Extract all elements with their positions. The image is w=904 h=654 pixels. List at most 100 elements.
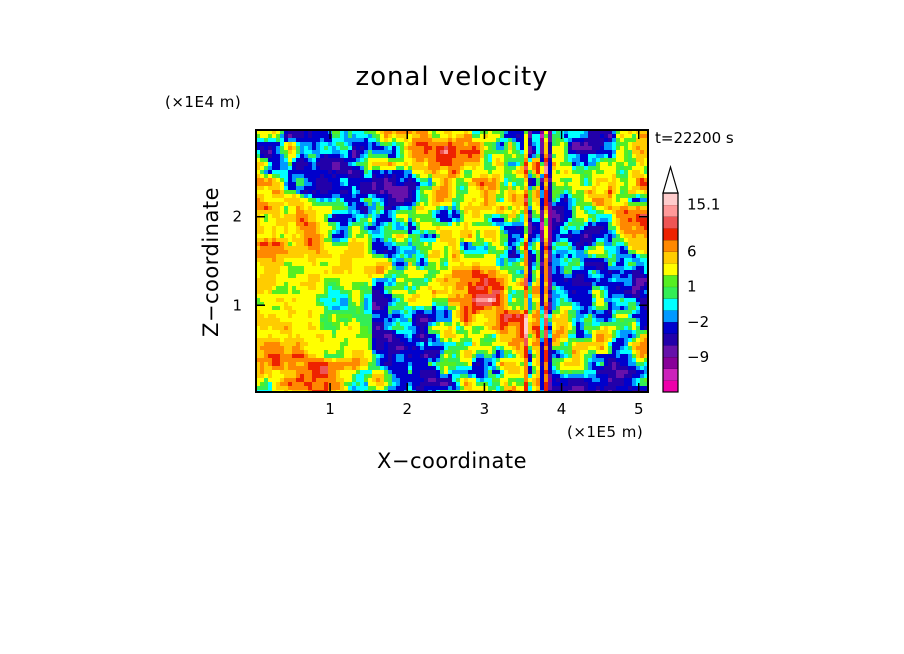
field-cell: [620, 170, 625, 175]
field-cell: [364, 246, 369, 251]
field-cell: [256, 182, 261, 187]
field-cell: [280, 274, 285, 279]
field-cell: [540, 134, 545, 139]
field-cell: [524, 162, 529, 167]
field-cell: [580, 282, 585, 287]
field-cell: [324, 222, 329, 227]
field-cell: [416, 302, 421, 307]
field-cell: [276, 214, 281, 219]
field-cell: [264, 138, 269, 143]
field-cell: [536, 274, 541, 279]
field-cell: [288, 226, 293, 231]
field-cell: [472, 190, 477, 195]
field-cell: [612, 130, 617, 135]
field-cell: [584, 202, 589, 207]
field-cell: [484, 282, 489, 287]
field-cell: [488, 150, 493, 155]
field-cell: [620, 198, 625, 203]
field-cell: [624, 230, 629, 235]
field-cell: [404, 154, 409, 159]
field-cell: [624, 130, 629, 135]
field-cell: [284, 282, 289, 287]
field-cell: [488, 234, 493, 239]
field-cell: [596, 278, 601, 283]
field-cell: [288, 286, 293, 291]
field-cell: [376, 326, 381, 331]
field-cell: [636, 290, 641, 295]
field-cell: [336, 290, 341, 295]
field-cell: [484, 242, 489, 247]
field-cell: [452, 290, 457, 295]
field-cell: [612, 322, 617, 327]
field-cell: [300, 146, 305, 151]
field-cell: [632, 262, 637, 267]
field-cell: [336, 202, 341, 207]
field-cell: [304, 130, 309, 135]
field-cell: [272, 322, 277, 327]
field-cell: [448, 314, 453, 319]
field-cell: [492, 330, 497, 335]
field-cell: [500, 314, 505, 319]
field-cell: [540, 182, 545, 187]
field-cell: [480, 218, 485, 223]
field-cell: [440, 246, 445, 251]
field-cell: [548, 138, 553, 143]
field-cell: [352, 286, 357, 291]
field-cell: [448, 222, 453, 227]
field-cell: [340, 262, 345, 267]
field-cell: [432, 254, 437, 259]
field-cell: [328, 190, 333, 195]
field-cell: [520, 326, 525, 331]
field-cell: [416, 186, 421, 191]
field-cell: [344, 186, 349, 191]
field-cell: [572, 306, 577, 311]
field-cell: [424, 182, 429, 187]
field-cell: [528, 298, 533, 303]
field-cell: [512, 242, 517, 247]
field-cell: [360, 174, 365, 179]
field-cell: [608, 138, 613, 143]
field-cell: [268, 250, 273, 255]
field-cell: [536, 178, 541, 183]
field-cell: [348, 242, 353, 247]
field-cell: [548, 234, 553, 239]
field-cell: [328, 310, 333, 315]
field-cell: [356, 282, 361, 287]
field-cell: [580, 290, 585, 295]
field-cell: [272, 138, 277, 143]
field-cell: [620, 130, 625, 135]
field-cell: [448, 206, 453, 211]
field-cell: [608, 214, 613, 219]
field-cell: [552, 306, 557, 311]
field-cell: [428, 210, 433, 215]
field-cell: [336, 330, 341, 335]
field-cell: [304, 170, 309, 175]
field-cell: [556, 214, 561, 219]
field-cell: [264, 198, 269, 203]
field-cell: [588, 294, 593, 299]
field-cell: [372, 238, 377, 243]
field-cell: [292, 262, 297, 267]
field-cell: [288, 250, 293, 255]
field-cell: [584, 178, 589, 183]
field-cell: [608, 318, 613, 323]
field-cell: [324, 138, 329, 143]
field-cell: [412, 306, 417, 311]
field-cell: [564, 290, 569, 295]
field-cell: [264, 274, 269, 279]
field-cell: [584, 278, 589, 283]
field-cell: [420, 286, 425, 291]
field-cell: [332, 166, 337, 171]
field-cell: [608, 210, 613, 215]
field-cell: [528, 158, 533, 163]
field-cell: [296, 274, 301, 279]
field-cell: [556, 238, 561, 243]
field-cell: [456, 262, 461, 267]
field-cell: [376, 226, 381, 231]
field-cell: [328, 150, 333, 155]
field-cell: [384, 234, 389, 239]
field-cell: [264, 182, 269, 187]
field-cell: [440, 190, 445, 195]
field-cell: [460, 162, 465, 167]
field-cell: [584, 302, 589, 307]
